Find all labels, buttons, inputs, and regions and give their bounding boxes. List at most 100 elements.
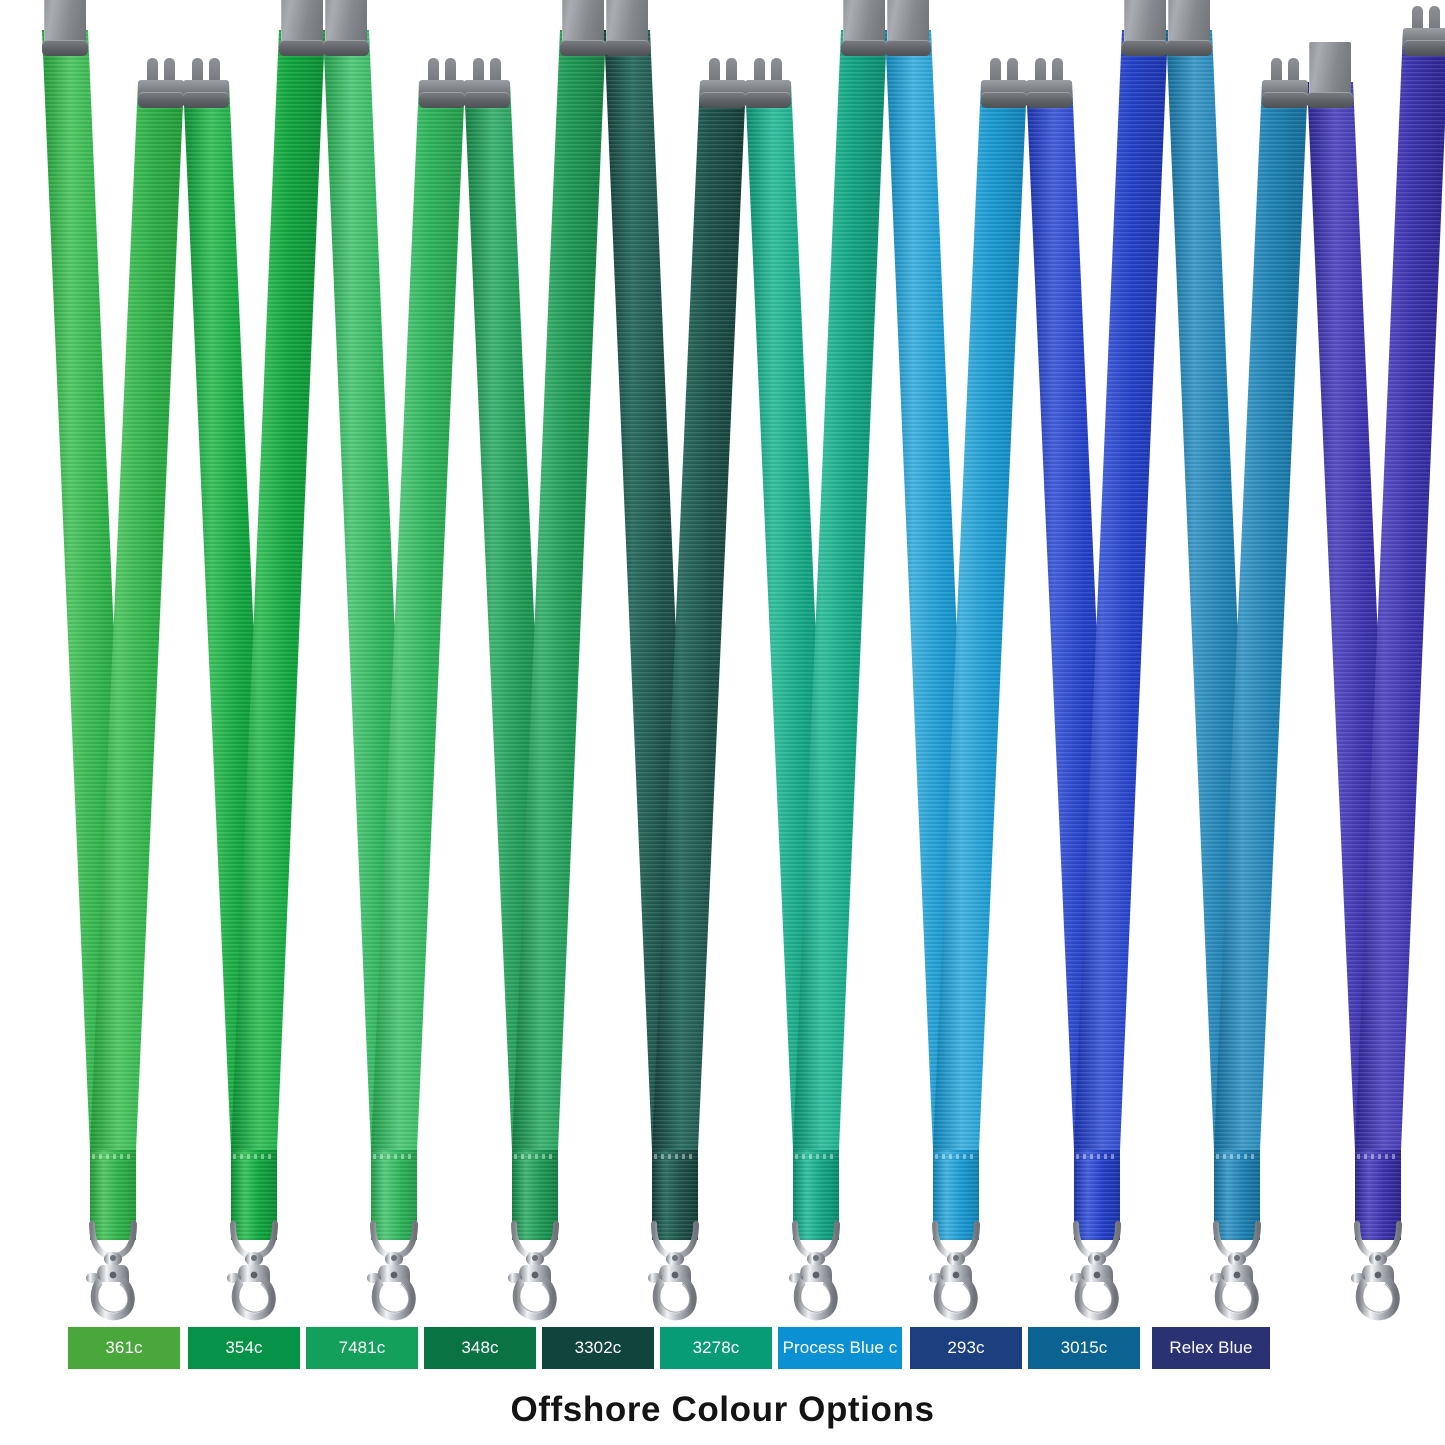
clip-collar (1306, 92, 1353, 108)
colour-swatch-label: 348c (461, 1338, 499, 1357)
trigger-snap-hook-icon[interactable] (1066, 1220, 1128, 1324)
clip-collar (981, 92, 1027, 108)
trigger-snap-hook-icon[interactable] (644, 1220, 706, 1324)
lanyard[interactable] (323, 0, 465, 1330)
clip-collar (1262, 92, 1308, 108)
clip-collar (419, 92, 465, 108)
webbing-texture (1354, 1150, 1401, 1240)
colour-swatch-label: 3278c (692, 1338, 740, 1357)
lanyard[interactable] (1025, 0, 1168, 1330)
lanyard[interactable] (604, 0, 746, 1330)
trigger-snap-hook-icon[interactable] (504, 1220, 566, 1324)
lanyard[interactable] (42, 0, 184, 1330)
trigger-snap-hook-icon[interactable] (363, 1220, 425, 1324)
clip-prong-icon (990, 58, 1001, 84)
clip-collar (182, 92, 229, 108)
clip-prong-icon (489, 58, 501, 84)
trigger-snap-hook-icon[interactable] (82, 1220, 144, 1324)
colour-swatch[interactable]: Relex Blue (1152, 1327, 1270, 1369)
clip-notch (1045, 68, 1052, 82)
colour-swatch-label: 293c (947, 1338, 985, 1357)
colour-swatch-label: 354c (225, 1338, 263, 1357)
clip-plate-icon[interactable] (1308, 42, 1351, 100)
lanyard[interactable] (744, 0, 887, 1330)
colour-swatch[interactable]: 7481c (306, 1327, 418, 1369)
lanyard[interactable] (1166, 0, 1308, 1330)
clip-prong-icon (753, 58, 765, 84)
clip-collar (42, 40, 88, 56)
webbing-texture (371, 1150, 417, 1240)
webbing-texture (230, 1150, 277, 1240)
clip-prong-icon (147, 58, 158, 84)
webbing-texture (90, 1150, 136, 1240)
colour-swatch[interactable]: 293c (910, 1327, 1022, 1369)
lanyard[interactable] (1306, 0, 1445, 1330)
webbing-texture (792, 1150, 839, 1240)
webbing-texture (1073, 30, 1168, 1150)
clip-collar (1166, 40, 1212, 56)
clip-prong-icon (1034, 58, 1046, 84)
clip-prong-icon (472, 58, 484, 84)
clip-prong-icon (445, 58, 456, 84)
colour-swatch-label: 361c (105, 1338, 143, 1357)
stitch-seam (232, 1154, 275, 1159)
clip-prong-icon (726, 58, 737, 84)
colour-swatch-label: 3302c (574, 1338, 622, 1357)
colour-swatch[interactable]: 354c (188, 1327, 300, 1369)
colour-swatch[interactable]: 3278c (660, 1327, 772, 1369)
colour-swatch-label: Process Blue c (782, 1338, 898, 1357)
colour-swatch[interactable]: 348c (424, 1327, 536, 1369)
trigger-snap-hook-icon[interactable] (223, 1220, 285, 1324)
clip-prong-icon (164, 58, 175, 84)
webbing-texture (90, 82, 184, 1150)
colour-swatch[interactable]: Process Blue c (778, 1327, 902, 1369)
clip-collar (463, 92, 510, 108)
colour-swatch-row: 361c 354c 7481c 348c 3302c 3278c Process Blue … (0, 1327, 1445, 1371)
page-title: Offshore Colour Options (510, 1390, 935, 1429)
stitch-seam (794, 1154, 837, 1159)
clip-collar (840, 40, 887, 56)
clip-collar (559, 40, 606, 56)
webbing-texture (511, 1150, 558, 1240)
lanyard[interactable] (182, 0, 325, 1330)
colour-swatch[interactable]: 3015c (1028, 1327, 1140, 1369)
webbing-texture (1073, 1150, 1120, 1240)
clip-collar (323, 40, 369, 56)
trigger-snap-hook-icon[interactable] (785, 1220, 847, 1324)
webbing-texture (511, 30, 606, 1150)
stitch-seam (654, 1154, 696, 1159)
stitch-seam (92, 1154, 134, 1159)
clip-notch (1282, 68, 1288, 82)
clip-collar (700, 92, 746, 108)
stitch-seam (1075, 1154, 1118, 1159)
clip-prong-icon (1051, 58, 1063, 84)
clip-notch (764, 68, 771, 82)
stitch-seam (513, 1154, 556, 1159)
colour-swatch[interactable]: 3302c (542, 1327, 654, 1369)
webbing-texture (1214, 1150, 1260, 1240)
lanyard[interactable] (463, 0, 606, 1330)
clip-notch (439, 68, 445, 82)
clip-prong-icon (1411, 6, 1423, 32)
webbing-texture (652, 82, 746, 1150)
stitch-seam (1216, 1154, 1258, 1159)
webbing-texture (933, 1150, 979, 1240)
stitch-seam (1356, 1154, 1399, 1159)
clip-notch (202, 68, 209, 82)
webbing-texture (371, 82, 465, 1150)
stitch-seam (935, 1154, 977, 1159)
webbing-texture (230, 30, 325, 1150)
colour-swatch-label: Relex Blue (1169, 1338, 1253, 1357)
trigger-snap-hook-icon[interactable] (1206, 1220, 1268, 1324)
colour-swatch-label: 7481c (338, 1338, 386, 1357)
clip-collar (1402, 40, 1445, 56)
colour-swatch[interactable]: 361c (68, 1327, 180, 1369)
trigger-snap-hook-icon[interactable] (1347, 1220, 1409, 1324)
lanyard[interactable] (885, 0, 1027, 1330)
webbing-texture (652, 1150, 698, 1240)
webbing-texture (933, 82, 1027, 1150)
clip-collar (278, 40, 325, 56)
trigger-snap-hook-icon[interactable] (925, 1220, 987, 1324)
webbing-texture (792, 30, 887, 1150)
